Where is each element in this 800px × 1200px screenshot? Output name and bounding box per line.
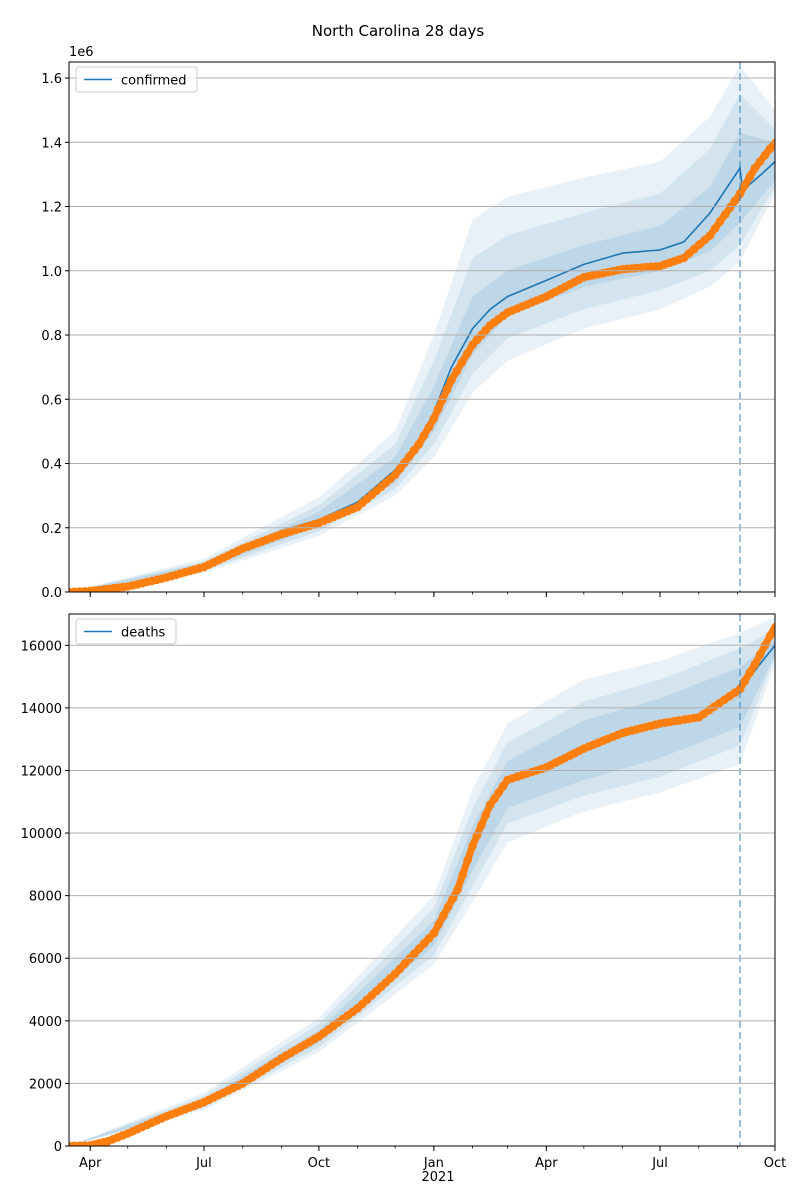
confirmed-plot-area bbox=[69, 62, 775, 592]
confirmed-observed-point bbox=[442, 385, 452, 394]
confirmed-observed-point bbox=[740, 180, 750, 190]
confirmed-y-tick-label: 1.6 bbox=[41, 72, 62, 87]
deaths-observed-point bbox=[755, 650, 765, 659]
confirmed-observed-point bbox=[395, 464, 405, 474]
confirmed-observed-point bbox=[414, 439, 424, 449]
deaths-observed-point bbox=[429, 928, 439, 938]
deaths-legend: deaths bbox=[75, 618, 177, 645]
x-year-label: 2021 bbox=[421, 1170, 454, 1185]
confirmed-y-tick-label: 0.2 bbox=[41, 522, 62, 537]
deaths-observed-point bbox=[765, 631, 775, 641]
confirmed-y-tick-label: 1.0 bbox=[41, 265, 62, 280]
deaths-y-tick-label: 4000 bbox=[29, 1015, 62, 1030]
x-tick-label: Jan bbox=[423, 1156, 444, 1171]
deaths-observed-point bbox=[485, 800, 495, 810]
confirmed-observed-point bbox=[725, 203, 735, 212]
deaths-middle-band bbox=[69, 629, 775, 1146]
x-tick-label: Jul bbox=[651, 1156, 668, 1171]
confirmed-observed-point bbox=[765, 144, 775, 153]
confirmed-observed-point bbox=[433, 404, 443, 414]
deaths-observed-point bbox=[472, 831, 482, 840]
confirmed-legend-label: confirmed bbox=[121, 74, 187, 89]
deaths-observed-point bbox=[468, 841, 477, 850]
deaths-observed-point bbox=[490, 794, 499, 803]
confirmed-middle-band bbox=[69, 94, 775, 592]
confirmed-observed-point bbox=[755, 157, 765, 166]
deaths-observed-point bbox=[458, 870, 467, 880]
confirmed-legend-box bbox=[75, 66, 198, 93]
confirmed-y-tick-label: 1.4 bbox=[41, 136, 62, 151]
deaths-y-tick-label: 0 bbox=[54, 1140, 62, 1155]
deaths-observed-point bbox=[745, 668, 755, 677]
deaths-legend-label: deaths bbox=[121, 626, 166, 641]
deaths-observed-point bbox=[443, 902, 453, 912]
x-tick-label: Apr bbox=[79, 1156, 102, 1171]
confirmed-observed-point bbox=[405, 452, 414, 461]
confirmed-panel: 1e6 0.0 0.2 0.4 0.6 0.8 1.0 1.2 1.4 1.6 confirmed bbox=[41, 45, 776, 601]
x-tick-label: Jul bbox=[195, 1156, 212, 1171]
deaths-plot-frame bbox=[68, 613, 776, 1147]
deaths-observed-point bbox=[439, 911, 448, 920]
deaths-observed-point bbox=[481, 810, 491, 820]
deaths-observed-point bbox=[735, 684, 745, 694]
confirmed-observed-point bbox=[745, 172, 755, 181]
deaths-y-tick-label: 8000 bbox=[29, 890, 62, 905]
deaths-y-tick-label: 6000 bbox=[29, 952, 62, 967]
deaths-y-tick-label: 16000 bbox=[21, 639, 62, 654]
deaths-observed-point bbox=[494, 788, 504, 797]
deaths-observed-point bbox=[740, 676, 750, 686]
confirmed-observed-point bbox=[452, 366, 462, 376]
deaths-panel: 0 2000 4000 6000 8000 10000 12000 14000 16000 Apr… bbox=[21, 613, 786, 1171]
confirmed-observed-point bbox=[409, 446, 419, 455]
confirmed-observed-point bbox=[705, 231, 715, 240]
deaths-y-tick-label: 14000 bbox=[21, 702, 62, 717]
deaths-observed-point bbox=[463, 855, 472, 865]
x-tick-label: Oct bbox=[764, 1156, 786, 1171]
confirmed-outer-band bbox=[69, 65, 775, 592]
confirmed-observed-point bbox=[424, 422, 434, 432]
deaths-plot-area bbox=[69, 614, 775, 1146]
confirmed-observed-point bbox=[730, 196, 740, 205]
confirmed-observed-point bbox=[429, 414, 439, 423]
confirmed-y-tick-label: 0.0 bbox=[41, 586, 62, 601]
deaths-y-tick-label: 10000 bbox=[21, 827, 62, 842]
deaths-y-tick-label: 2000 bbox=[29, 1077, 62, 1092]
deaths-observed-point bbox=[498, 781, 508, 791]
confirmed-observed-point bbox=[760, 150, 770, 160]
confirmed-observed-point bbox=[720, 210, 730, 219]
confirmed-observed-point bbox=[735, 189, 745, 198]
figure-title: North Carolina 28 days bbox=[312, 22, 485, 40]
deaths-outer-band bbox=[69, 617, 775, 1146]
confirmed-observed-point bbox=[390, 470, 400, 480]
x-tick-label: Oct bbox=[308, 1156, 330, 1171]
deaths-observed-point bbox=[453, 885, 462, 894]
confirmed-observed-point bbox=[419, 431, 429, 441]
deaths-legend-box bbox=[75, 618, 177, 645]
confirmed-offset-label: 1e6 bbox=[69, 45, 94, 60]
confirmed-observed-point bbox=[457, 358, 467, 367]
confirmed-plot-frame bbox=[68, 61, 776, 593]
confirmed-inner-band bbox=[69, 132, 775, 592]
confirmed-y-tick-label: 0.4 bbox=[41, 458, 62, 473]
deaths-inner-band bbox=[69, 639, 775, 1146]
confirmed-observed-point bbox=[750, 163, 760, 173]
confirmed-y-tick-label: 0.6 bbox=[41, 393, 62, 408]
confirmed-y-tick-label: 0.8 bbox=[41, 329, 62, 344]
deaths-observed-point bbox=[750, 659, 760, 669]
deaths-observed-point bbox=[434, 920, 443, 929]
confirmed-observed-point bbox=[447, 375, 456, 385]
confirmed-observed-point bbox=[400, 458, 409, 467]
confirmed-observed-point bbox=[463, 349, 472, 358]
deaths-observed-point bbox=[477, 820, 486, 830]
confirmed-observed-point bbox=[710, 224, 720, 233]
x-tick-label: Apr bbox=[535, 1156, 558, 1171]
confirmed-observed-point bbox=[715, 217, 725, 226]
deaths-y-tick-label: 12000 bbox=[21, 764, 62, 779]
confirmed-legend: confirmed bbox=[75, 66, 198, 93]
confirmed-y-tick-label: 1.2 bbox=[41, 201, 62, 216]
